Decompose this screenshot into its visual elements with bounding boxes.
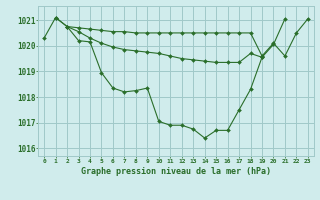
- X-axis label: Graphe pression niveau de la mer (hPa): Graphe pression niveau de la mer (hPa): [81, 167, 271, 176]
